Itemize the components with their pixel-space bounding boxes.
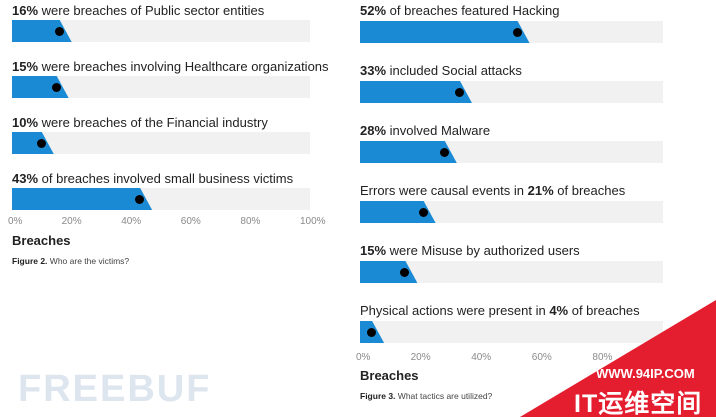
label-percent: 15% (12, 59, 39, 74)
bar-label: 33% included Social attacks (360, 63, 522, 78)
bar-track (12, 76, 310, 98)
label-text: of breaches involved small business vict… (38, 171, 294, 186)
label-percent: 16% (12, 3, 39, 18)
label-text: Physical actions were present in (360, 303, 550, 318)
bar (360, 21, 530, 43)
bar-label: 15% were Misuse by authorized users (360, 243, 580, 258)
watermark-cn-text: IT运维空间 (574, 390, 703, 418)
caption-text: What tactics are utilized? (395, 391, 493, 401)
label-text: of breaches (568, 303, 640, 318)
figure-caption: Figure 3. What tactics are utilized? (360, 391, 492, 401)
bar-marker-dot (454, 88, 464, 97)
bar (360, 261, 418, 283)
x-tick-label: 0% (356, 352, 371, 363)
bar-label: 15% were breaches involving Healthcare o… (12, 59, 329, 74)
label-percent: 10% (12, 115, 39, 130)
bar (12, 20, 72, 42)
figure-caption: Figure 2. Who are the victims? (12, 256, 129, 266)
x-tick-label: 80% (592, 352, 613, 363)
bar-track (360, 141, 663, 163)
bar (12, 76, 69, 98)
label-percent: 28% (360, 123, 387, 138)
label-text: were breaches of Public sector entities (38, 3, 265, 18)
watermark-url: WWW.94IP.COM (596, 366, 695, 381)
bar-label: 52% of breaches featured Hacking (360, 3, 559, 18)
label-percent: 52% (360, 3, 387, 18)
bar-track (360, 261, 663, 283)
bar-marker-dot (54, 27, 64, 36)
bar-label: 10% were breaches of the Financial indus… (12, 115, 268, 130)
bar-label: 43% of breaches involved small business … (12, 171, 293, 186)
x-axis-title: Breaches (360, 368, 419, 383)
label-text: involved Malware (386, 123, 491, 138)
bar-track (12, 188, 310, 210)
bar-marker-dot (439, 148, 449, 157)
bar-track (360, 21, 663, 43)
label-text: included Social attacks (386, 63, 522, 78)
label-text: of breaches (553, 183, 626, 198)
bar-marker-dot (400, 268, 410, 277)
bar-marker-dot (418, 208, 428, 217)
caption-figure-number: Figure 3. (360, 391, 396, 401)
x-tick-label: 20% (410, 352, 431, 363)
label-percent: 21% (527, 183, 554, 198)
bar-track (360, 81, 663, 103)
label-percent: 4% (549, 303, 569, 318)
label-text: were Misuse by authorized users (386, 243, 580, 258)
bar-track (360, 201, 663, 223)
bar-label: Physical actions were present in 4% of b… (360, 303, 640, 318)
bar-label: 16% were breaches of Public sector entit… (12, 3, 264, 18)
x-tick-label: 20% (61, 216, 82, 227)
bar (12, 188, 153, 210)
x-tick-label: 100% (300, 216, 326, 227)
bar-track (360, 321, 663, 343)
bar (12, 132, 54, 154)
label-text: Errors were causal events in (360, 183, 528, 198)
label-percent: 33% (360, 63, 387, 78)
bar-label: 28% involved Malware (360, 123, 490, 138)
x-tick-label: 40% (121, 216, 142, 227)
bar (360, 81, 472, 103)
bar-marker-dot (367, 328, 377, 337)
bar (360, 201, 436, 223)
x-tick-label: 40% (471, 352, 492, 363)
bar (360, 141, 457, 163)
caption-text: Who are the victims? (47, 256, 130, 266)
x-tick-label: 60% (180, 216, 201, 227)
label-percent: 15% (360, 243, 387, 258)
bar-marker-dot (51, 83, 61, 92)
freebuf-watermark: FREEBUF (18, 368, 212, 410)
bar-marker-dot (135, 195, 145, 204)
x-axis-title: Breaches (12, 233, 71, 248)
x-tick-label: 60% (531, 352, 552, 363)
x-tick-label: 80% (240, 216, 261, 227)
label-text: were breaches of the Financial industry (38, 115, 268, 130)
label-percent: 43% (12, 171, 39, 186)
bar-track (12, 20, 310, 42)
label-text: were breaches involving Healthcare organ… (38, 59, 329, 74)
x-tick-label: 0% (8, 216, 23, 227)
bar-marker-dot (512, 28, 522, 37)
label-text: of breaches featured Hacking (386, 3, 560, 18)
bar-track (12, 132, 310, 154)
caption-figure-number: Figure 2. (12, 256, 48, 266)
bar-label: Errors were causal events in 21% of brea… (360, 183, 625, 198)
bar-marker-dot (36, 139, 46, 148)
